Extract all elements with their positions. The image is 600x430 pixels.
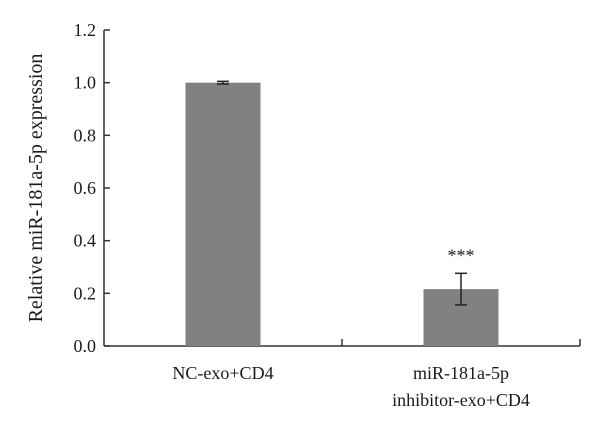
x-category-label: miR-181a-5p — [413, 363, 509, 383]
x-category-label: NC-exo+CD4 — [172, 363, 273, 383]
y-axis-title: Relative miR-181a-5p expression — [25, 54, 47, 323]
axes — [103, 29, 581, 347]
labels: 0.0 0.2 0.4 0.6 0.8 1.0 1.2 NC-exo+CD4 miR-181a-… — [74, 20, 530, 410]
y-tick-label: 1.0 — [74, 73, 97, 93]
bars — [185, 82, 499, 347]
x-category-label: inhibitor-exo+CD4 — [392, 390, 530, 410]
y-tick-label: 1.2 — [74, 20, 97, 40]
significance-annotation: *** — [448, 245, 475, 265]
y-tick-label: 0.0 — [74, 336, 97, 356]
y-tick-label: 0.8 — [74, 125, 97, 145]
bar — [185, 82, 261, 347]
error-bars — [217, 80, 467, 306]
y-tick-label: 0.2 — [74, 283, 97, 303]
y-tick-label: 0.4 — [74, 231, 97, 251]
y-tick-label: 0.6 — [74, 178, 97, 198]
